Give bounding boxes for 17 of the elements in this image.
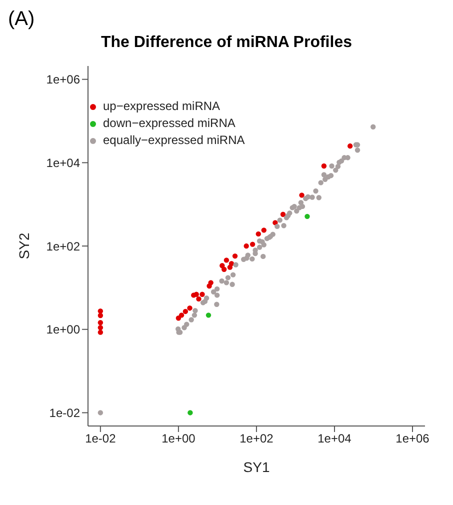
x-tick-label: 1e+00	[162, 432, 196, 446]
y-tick-label: 1e-02	[49, 406, 80, 420]
legend-label: equally−expressed miRNA	[103, 132, 245, 149]
legend-label: down−expressed miRNA	[103, 115, 236, 132]
y-axis-title: SY2	[16, 232, 32, 260]
x-axis-title: SY1	[243, 459, 270, 475]
y-tick-label: 1e+06	[46, 72, 80, 87]
text: (A)	[8, 8, 36, 32]
chart-title: The Difference of miRNA Profiles	[100, 34, 353, 52]
y-tick-label: 1e+04	[46, 156, 80, 170]
y-tick-label: 1e+00	[46, 322, 80, 337]
y-tick-label: 1e+02	[46, 239, 80, 254]
legend-label: up−expressed miRNA	[103, 98, 220, 115]
x-tick-label: 1e+06	[396, 432, 430, 446]
x-tick-label: 1e-02	[85, 432, 116, 446]
x-tick-label: 1e+02	[240, 432, 274, 446]
x-tick-label: 1e+04	[318, 432, 352, 446]
